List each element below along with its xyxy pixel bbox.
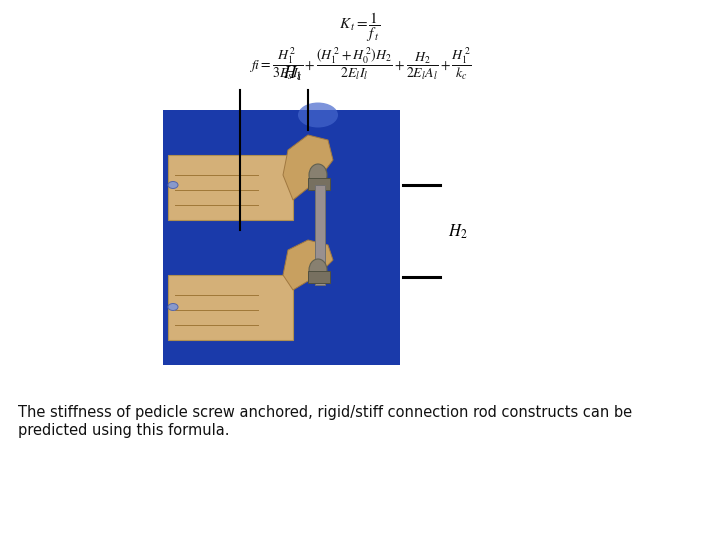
Bar [163, 110, 400, 365]
Ellipse shape [309, 164, 327, 186]
Text: $fi = \dfrac{H_1^{\,2}}{3E_s I_s} + \dfrac{(H_1^{\,2} + H_0^{\,2})H_2}{2E_l I_l}: $fi = \dfrac{H_1^{\,2}}{3E_s I_s} + \dfr… [248, 45, 472, 82]
Ellipse shape [309, 259, 327, 281]
Text: $H_1$: $H_1$ [283, 65, 302, 83]
Text: $H_2$: $H_2$ [448, 223, 468, 241]
Bar [308, 271, 330, 283]
Bar [168, 155, 293, 220]
Ellipse shape [168, 303, 178, 310]
Text: The stiffness of pedicle screw anchored, rigid/stiff connection rod constructs c: The stiffness of pedicle screw anchored,… [18, 405, 632, 420]
Bar [315, 185, 325, 285]
Polygon shape [283, 135, 333, 200]
Text: $K_{\,t} = \dfrac{1}{f_{\,t}}$: $K_{\,t} = \dfrac{1}{f_{\,t}}$ [339, 10, 381, 44]
Ellipse shape [168, 181, 178, 188]
Bar [308, 178, 330, 190]
Ellipse shape [298, 103, 338, 127]
Polygon shape [283, 240, 333, 290]
Bar [168, 275, 293, 340]
Text: predicted using this formula.: predicted using this formula. [18, 423, 230, 438]
